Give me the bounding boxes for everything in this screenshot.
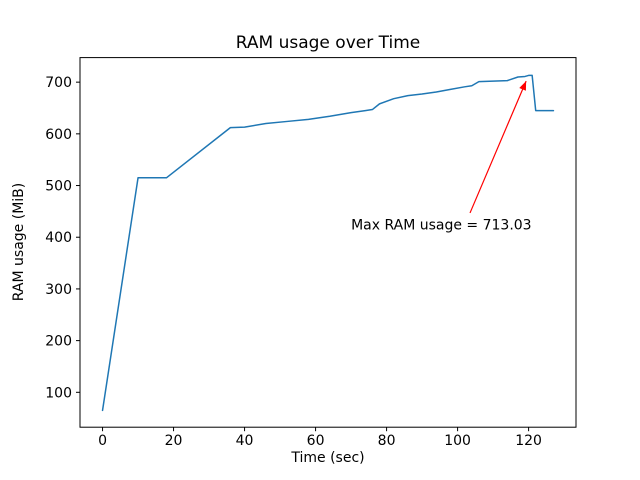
x-tick-label: 0: [98, 433, 107, 449]
plot-area: 0 20 40 60 80 100 120 100 200 300 400 500 600 700 Max …: [45, 57, 577, 449]
annotation-arrow: [469, 80, 527, 214]
annotation-text: Max RAM usage = 713.03: [351, 217, 532, 233]
x-tick-label: 40: [236, 433, 254, 449]
x-axis-label: Time (sec): [290, 450, 364, 466]
y-tick-label: 400: [45, 230, 72, 246]
axes-frame: [79, 57, 577, 428]
x-tick-label: 20: [165, 433, 183, 449]
y-axis-label: RAM usage (MiB): [11, 183, 27, 301]
y-tick-label: 300: [45, 282, 72, 298]
x-tick-label: 60: [307, 433, 325, 449]
y-tick-label: 700: [45, 75, 72, 91]
y-tick-label: 200: [45, 334, 72, 350]
annotation-arrowhead: [519, 81, 527, 91]
x-tick-label: 120: [515, 433, 542, 449]
y-tick-label: 100: [45, 385, 72, 401]
y-tick-label: 500: [45, 179, 72, 195]
chart-title: RAM usage over Time: [236, 33, 420, 53]
y-tick-label: 600: [45, 127, 72, 143]
x-tick-label: 100: [444, 433, 471, 449]
x-tick-label: 80: [378, 433, 396, 449]
ram-usage-line: [101, 74, 555, 412]
